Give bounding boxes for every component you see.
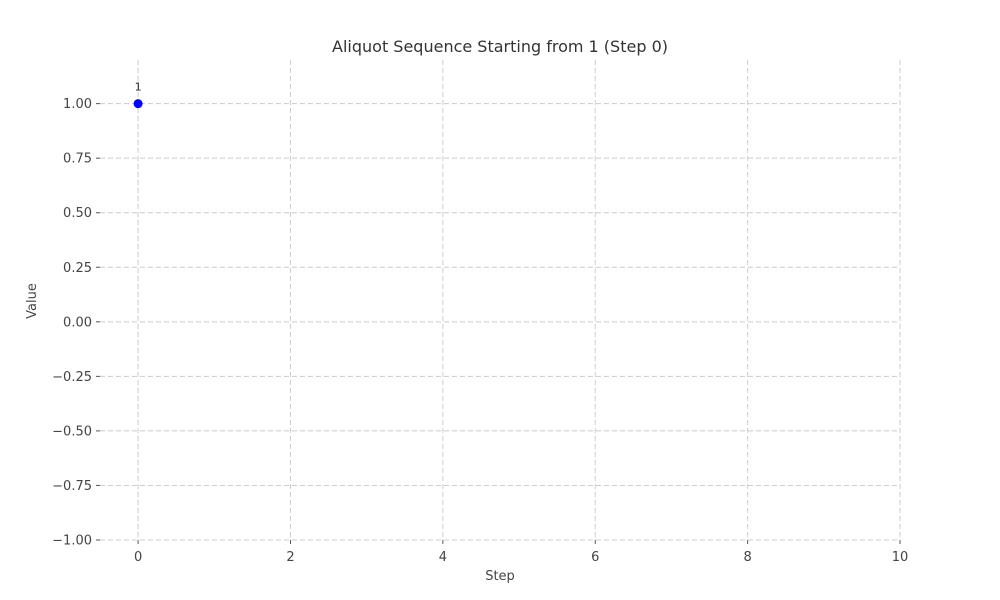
data-point [133,99,143,109]
x-tick-label: 4 [439,550,447,565]
y-tick-label: −1.00 [52,534,92,549]
chart-title: Aliquot Sequence Starting from 1 (Step 0… [332,37,668,56]
data-point-label: 1 [135,81,142,94]
x-tick-label: 2 [286,550,294,565]
x-tick-label: 10 [892,550,909,565]
y-tick-label: 0.00 [63,315,92,330]
y-tick-label: −0.75 [52,479,92,494]
x-tick-label: 0 [134,550,142,565]
x-axis-ticks: 0 2 4 6 8 10 [134,540,908,565]
y-tick-label: 0.25 [63,261,92,276]
grid [100,60,901,541]
x-tick-label: 6 [591,550,599,565]
y-tick-label: 0.75 [63,152,92,167]
data-points: 1 [133,81,143,109]
y-tick-label: 0.50 [63,206,92,221]
y-axis-ticks: 1.00 0.75 0.50 0.25 0.00 −0.25 −0.50 −0.75 −1.00 [52,97,100,549]
x-tick-label: 8 [743,550,751,565]
y-axis-label: Value [25,283,40,319]
x-axis-label: Step [485,569,515,584]
y-tick-label: 1.00 [63,97,92,112]
y-tick-label: −0.50 [52,424,92,439]
y-tick-label: −0.25 [52,370,92,385]
